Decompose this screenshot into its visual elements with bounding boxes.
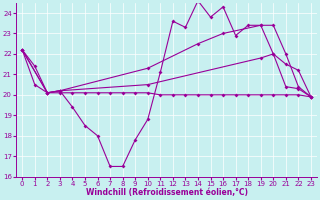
X-axis label: Windchill (Refroidissement éolien,°C): Windchill (Refroidissement éolien,°C) [85,188,248,197]
